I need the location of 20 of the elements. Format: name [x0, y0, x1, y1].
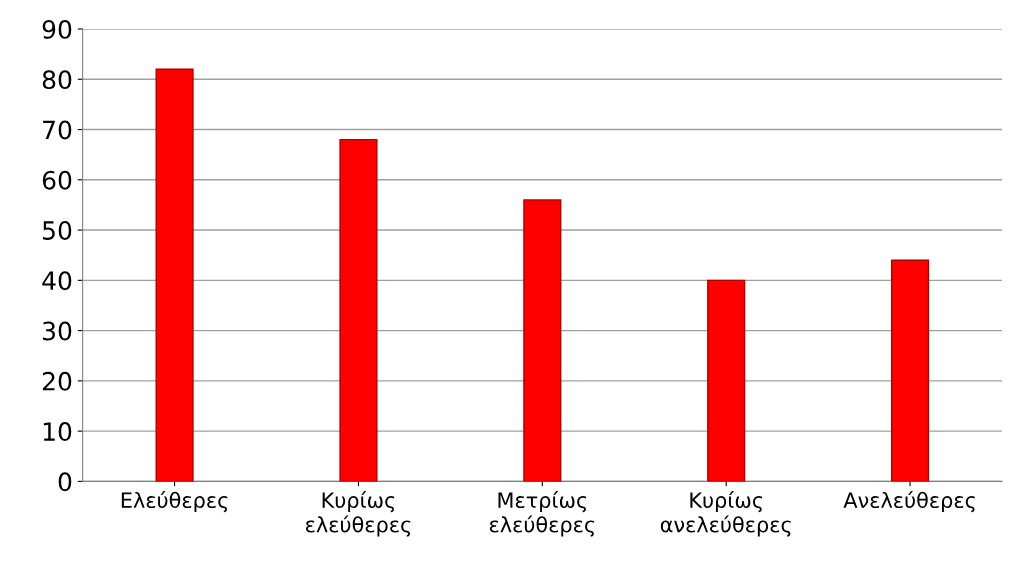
x-tick-label: Κυρίως ελεύθερες — [305, 491, 411, 537]
y-tick-label: 0 — [58, 472, 72, 492]
x-tick-label: Ελεύθερες — [121, 491, 228, 513]
y-tick-label: 10 — [43, 422, 72, 441]
x-tick-label: Κυρίως ανελεύθερες — [660, 491, 791, 537]
y-tick-label: 40 — [42, 271, 72, 291]
y-tick-label: 20 — [42, 371, 72, 391]
bar — [155, 68, 194, 482]
y-tick-label: 70 — [43, 120, 72, 140]
y-tick-label: 50 — [43, 221, 72, 240]
bar — [523, 199, 562, 482]
y-tick-label: 60 — [42, 170, 72, 190]
x-tick-label: Ανελεύθερες — [843, 491, 975, 513]
bar — [707, 279, 746, 482]
bar — [890, 259, 930, 482]
y-tick-label: 80 — [42, 70, 72, 90]
bar — [339, 138, 378, 482]
x-tick-label: Μετρίως ελεύθερες — [489, 491, 595, 537]
y-tick-label: 30 — [43, 321, 72, 341]
y-tick-label: 90 — [42, 19, 72, 39]
